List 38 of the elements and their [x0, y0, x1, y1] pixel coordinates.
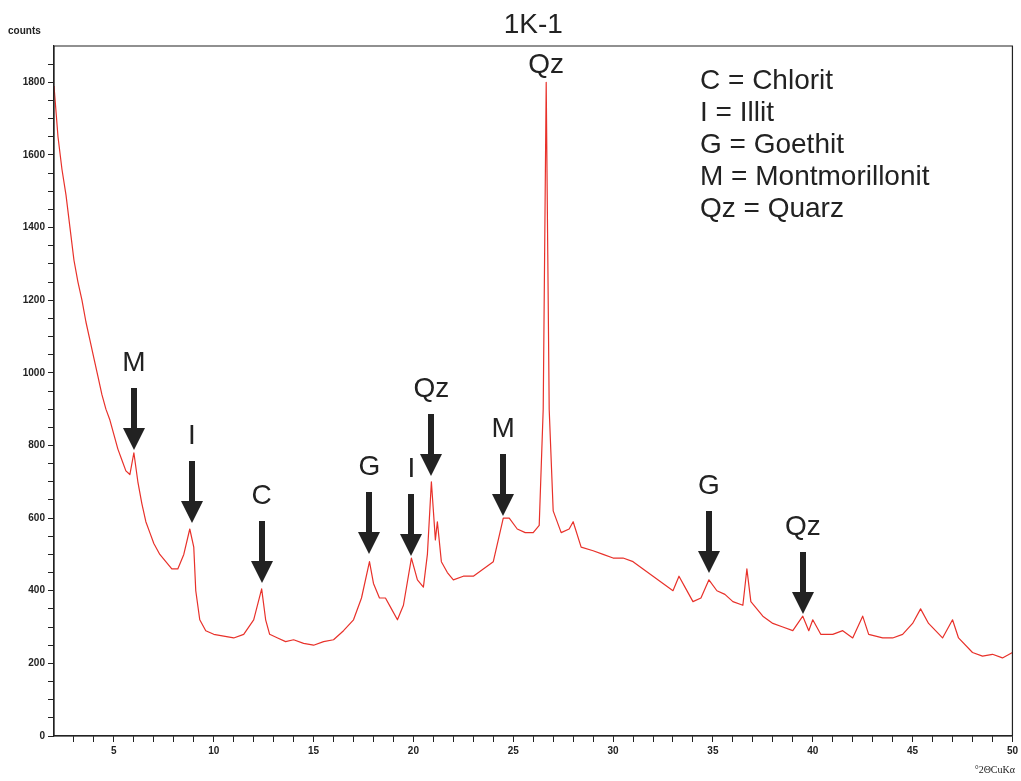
y-tick-label: 400 [28, 584, 46, 596]
x-tick-label: 15 [308, 744, 320, 756]
x-tick-label: 45 [907, 744, 919, 756]
x-tick-label: 5 [111, 744, 118, 756]
annotation: G [698, 469, 720, 502]
annotation: I = Illit [700, 96, 775, 128]
annotation: Qz [413, 372, 450, 405]
x-tick-label: 40 [807, 744, 819, 756]
x-axis-title: °2ΘCuKα [974, 764, 1015, 775]
annotation: C [251, 479, 272, 512]
x-tick-label: 50 [1006, 744, 1019, 756]
y-tick-label: 1400 [22, 221, 46, 233]
annotation: G [358, 450, 381, 483]
annotation: M [122, 346, 146, 378]
y-tick-label: 1000 [22, 366, 46, 378]
x-tick-label: 10 [208, 744, 220, 756]
y-tick-label: 1800 [22, 76, 46, 88]
y-tick-label: 600 [28, 511, 46, 523]
annotation: M = Montmorillonit [700, 160, 930, 192]
annotation: I [407, 452, 416, 485]
x-tick-label: 25 [507, 744, 520, 756]
annotation: C = Chlorit [700, 64, 835, 96]
y-tick-label: 1600 [22, 148, 46, 160]
annotation: Qz [784, 510, 821, 543]
y-tick-label: 0 [39, 729, 46, 741]
x-tick-label: 35 [707, 744, 719, 756]
y-tick-label: 1200 [22, 293, 46, 305]
y-tick-label: 800 [28, 439, 46, 451]
chart-title: 1K-1 [503, 8, 563, 40]
annotation: G = Goethit [700, 128, 845, 160]
y-axis-title: counts [8, 25, 41, 36]
y-tick-label: 200 [28, 657, 46, 669]
annotation: I [187, 419, 196, 452]
annotation: M [491, 412, 515, 445]
annotation: Qz = Quarz [700, 192, 845, 224]
annotation: Qz [528, 48, 565, 81]
x-tick-label: 20 [407, 744, 420, 756]
x-tick-label: 30 [607, 744, 620, 756]
